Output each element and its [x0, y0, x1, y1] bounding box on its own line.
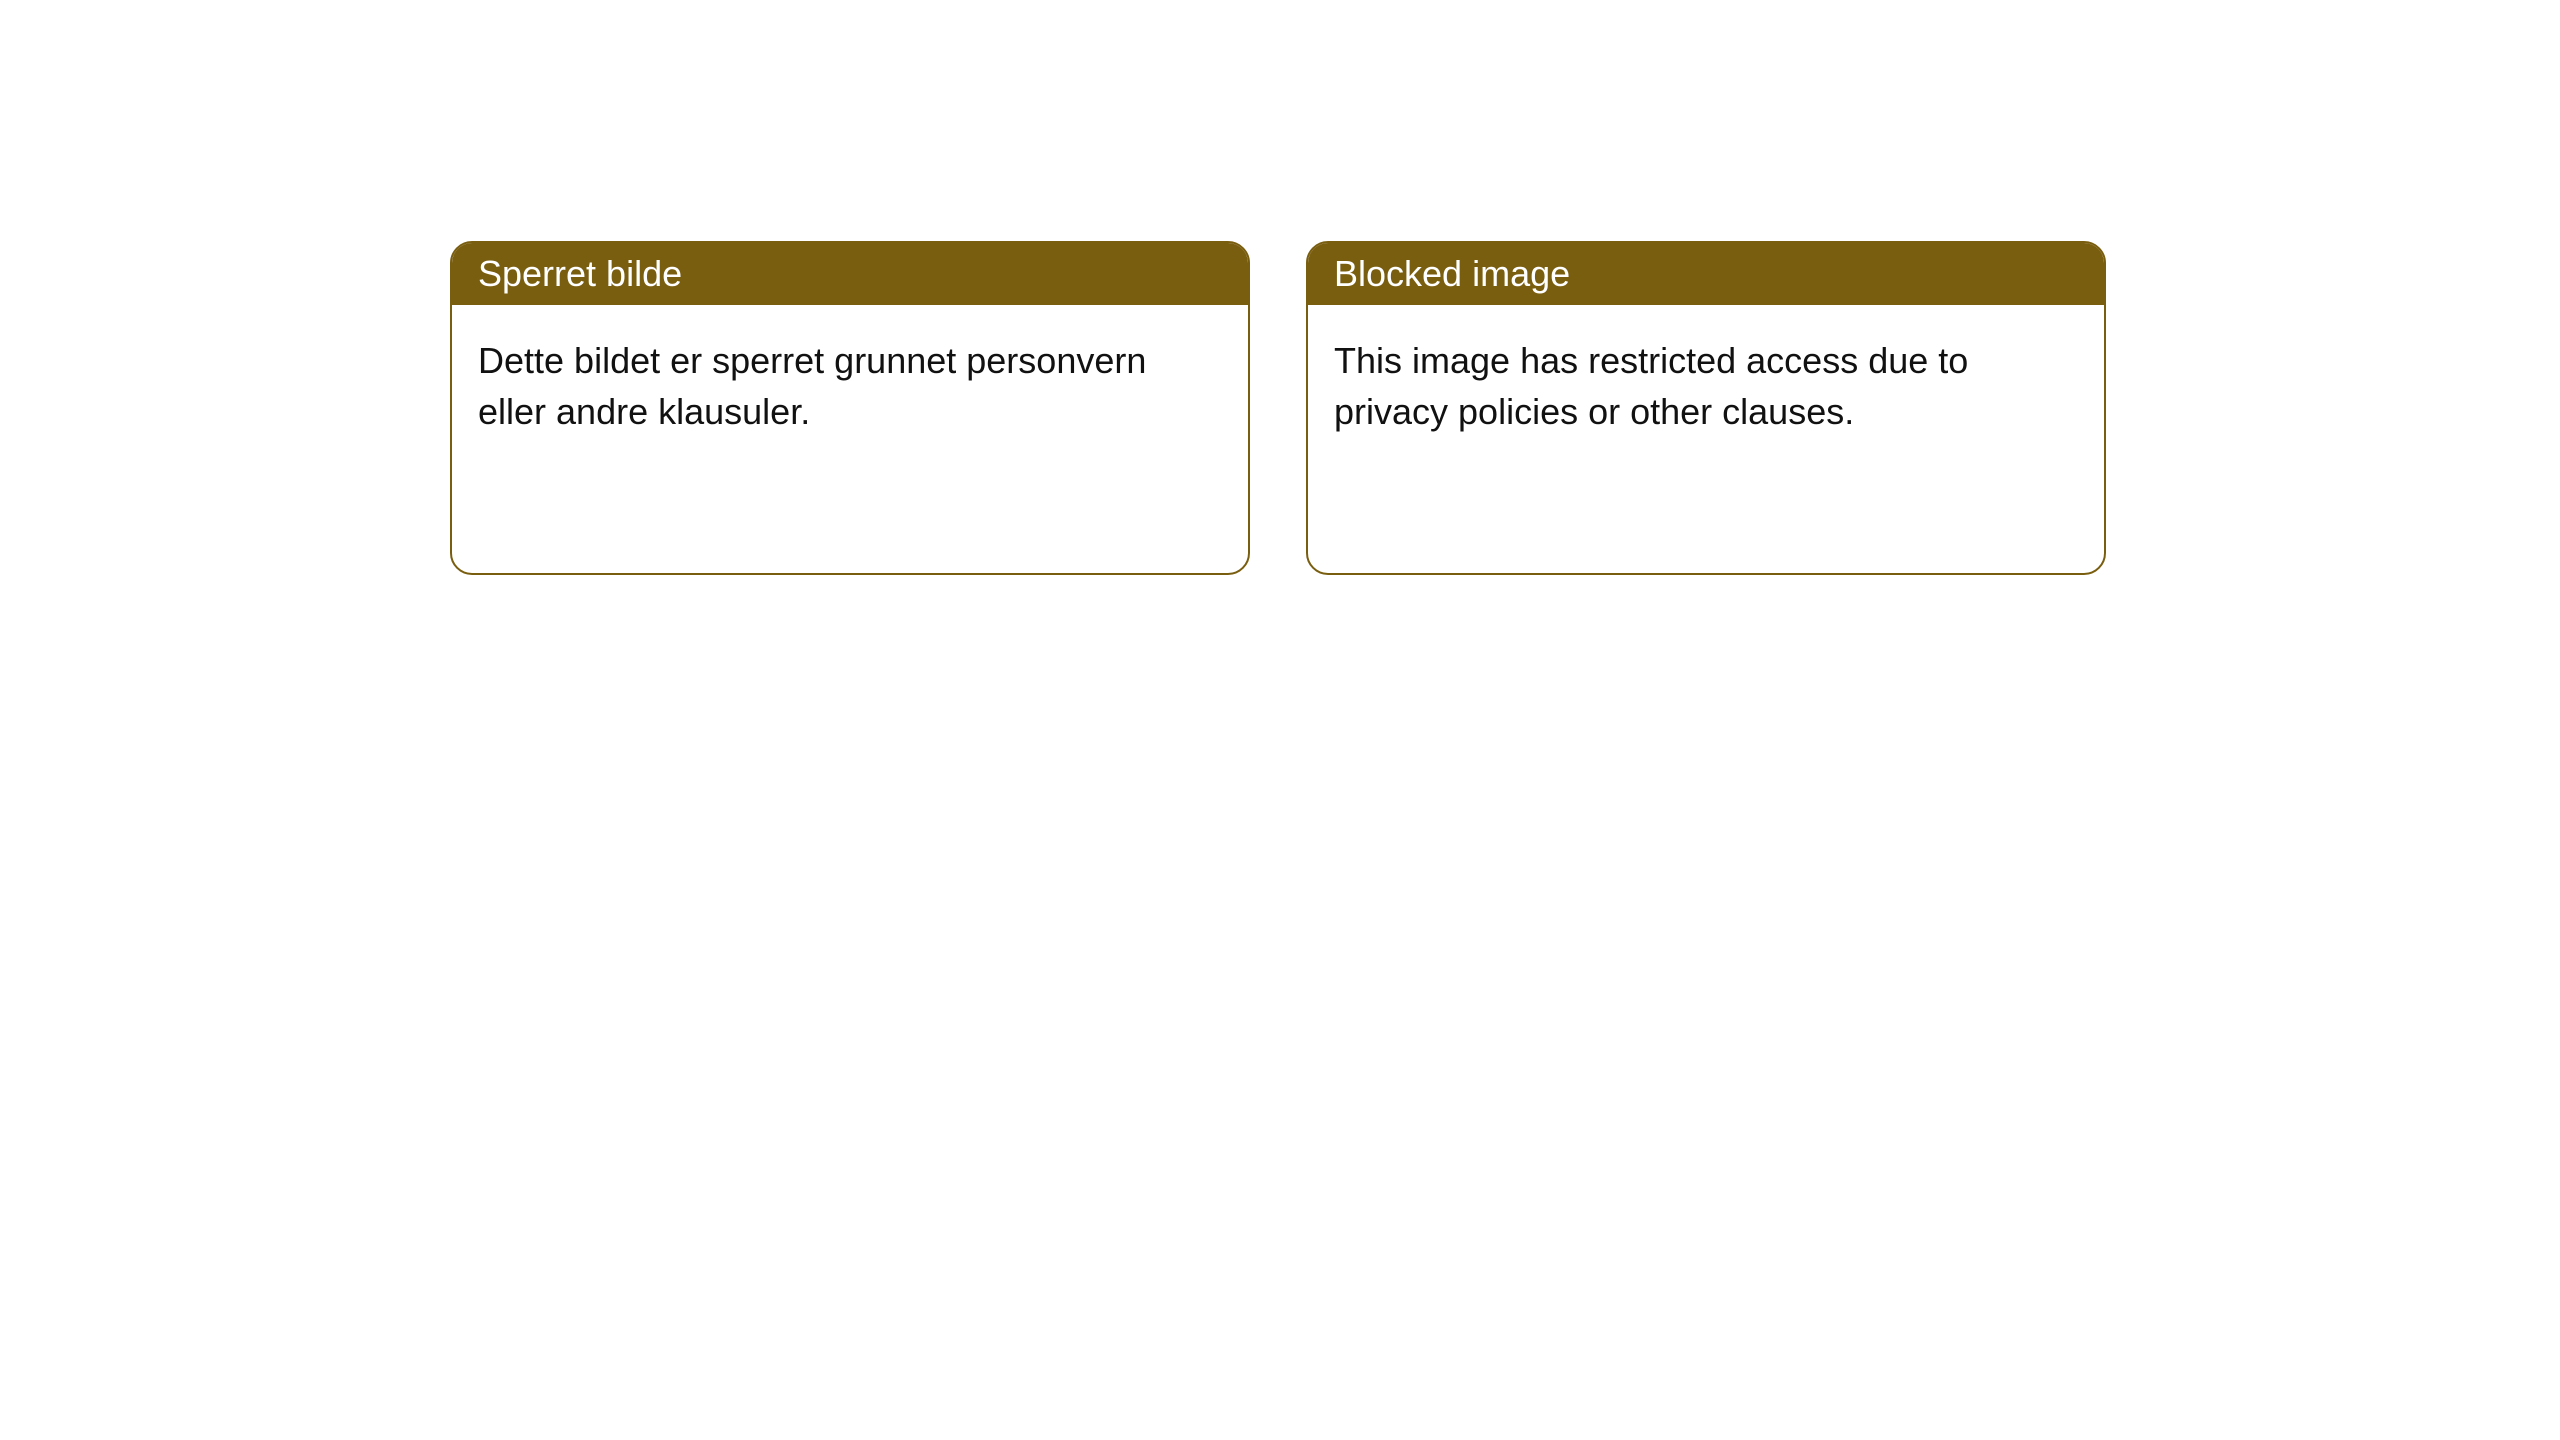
blocked-image-card-en: Blocked image This image has restricted …	[1306, 241, 2106, 575]
card-body-no: Dette bildet er sperret grunnet personve…	[452, 305, 1248, 467]
blocked-image-card-no: Sperret bilde Dette bildet er sperret gr…	[450, 241, 1250, 575]
notice-container: Sperret bilde Dette bildet er sperret gr…	[0, 0, 2560, 575]
card-header-no: Sperret bilde	[452, 243, 1248, 305]
card-header-en: Blocked image	[1308, 243, 2104, 305]
card-body-en: This image has restricted access due to …	[1308, 305, 2104, 467]
